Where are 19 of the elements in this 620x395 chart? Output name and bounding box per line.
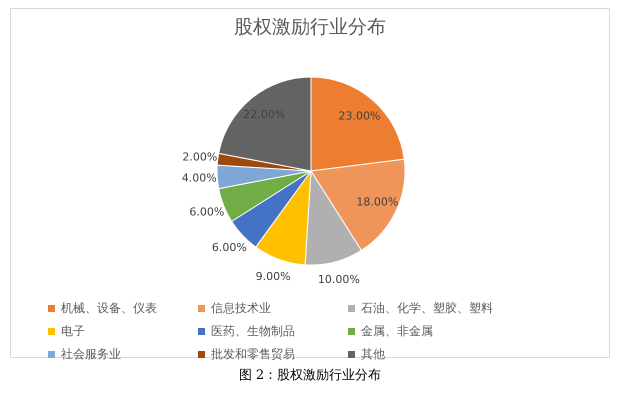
data-label: 2.00%	[182, 150, 218, 164]
data-label: 10.00%	[318, 272, 360, 286]
data-label: 6.00%	[212, 241, 247, 254]
chart-title: 股权激励行业分布	[233, 15, 387, 40]
data-label: 18.00%	[356, 196, 398, 209]
data-label: 23.00%	[338, 110, 380, 122]
data-label: 6.00%	[189, 206, 224, 219]
legend-label: 电子	[61, 323, 85, 340]
legend-label: 金属、非金属	[361, 323, 433, 340]
legend-label: 社会服务业	[61, 346, 121, 363]
legend-label: 医药、生物制品	[211, 323, 295, 340]
legend-label: 其他	[361, 346, 385, 363]
data-label: 4.00%	[182, 172, 217, 185]
legend-label: 机械、设备、仪表	[61, 300, 157, 317]
data-label: 9.00%	[256, 270, 291, 283]
caption: 图 2：股权激励行业分布	[238, 367, 382, 384]
legend-label: 信息技术业	[211, 300, 271, 317]
legend-label: 石油、化学、塑胶、塑料	[361, 300, 493, 317]
legend-label: 批发和零售贸易	[211, 346, 295, 363]
